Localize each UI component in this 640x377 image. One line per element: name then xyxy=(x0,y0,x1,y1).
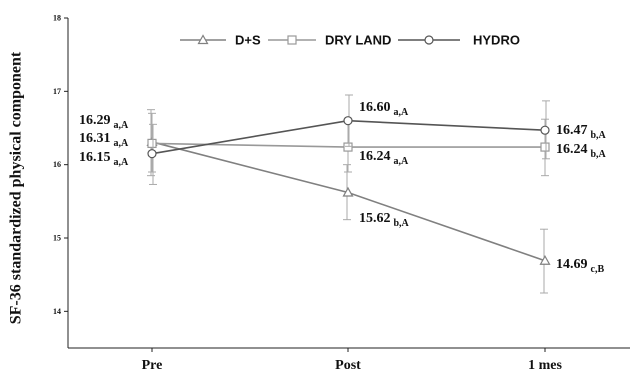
data-point xyxy=(540,125,550,135)
data-label-value: 16.29 xyxy=(79,113,111,128)
data-label-letters: a,A xyxy=(114,120,130,131)
x-tick-label: 1 mes xyxy=(528,358,562,373)
data-point xyxy=(343,142,353,152)
y-tick-label: 16 xyxy=(53,160,61,169)
data-label-letters: a,A xyxy=(394,156,410,167)
x-tick-label: Pre xyxy=(142,358,163,373)
legend-label: HYDRO xyxy=(473,33,520,48)
data-label-letters: b,A xyxy=(591,149,607,160)
data-point xyxy=(147,138,157,148)
data-point xyxy=(343,116,353,126)
data-label-value: 16.60 xyxy=(359,100,391,115)
data-point xyxy=(539,255,551,265)
legend-label: DRY LAND xyxy=(325,33,391,48)
data-label-value: 16.24 xyxy=(556,142,588,157)
y-tick-label: 15 xyxy=(53,234,61,243)
data-label-value: 16.47 xyxy=(556,123,588,138)
y-tick-label: 18 xyxy=(53,14,61,23)
legend-marker-square xyxy=(287,35,297,45)
data-label-letters: a,A xyxy=(114,157,130,168)
data-label: 16.29 a,A xyxy=(79,113,129,131)
data-label-value: 16.24 xyxy=(359,149,391,164)
data-label: 16.24 a,A xyxy=(359,149,409,167)
legend-marker-circle xyxy=(424,35,434,45)
legend-marker-triangle xyxy=(197,34,209,45)
data-point xyxy=(147,149,157,159)
data-label-value: 15.62 xyxy=(359,211,391,226)
y-axis-label: SF-36 standardized physical component xyxy=(8,51,25,324)
x-tick-label: Post xyxy=(335,358,361,373)
data-point xyxy=(540,142,550,152)
data-label-value: 16.31 xyxy=(79,131,111,146)
data-label: 16.47 b,A xyxy=(556,123,607,141)
data-label: 16.31 a,A xyxy=(79,131,129,149)
data-label-value: 14.69 xyxy=(556,257,588,272)
data-label-letters: a,A xyxy=(114,138,130,149)
data-point xyxy=(342,186,354,197)
data-label-letters: b,A xyxy=(394,218,410,229)
y-tick-label: 17 xyxy=(53,87,61,96)
legend-label: D+S xyxy=(235,33,261,48)
y-tick-label: 14 xyxy=(53,307,61,316)
data-label-letters: a,A xyxy=(394,107,410,118)
data-label: 14.69 c,B xyxy=(556,257,604,275)
data-label-value: 16.15 xyxy=(79,150,111,165)
data-label: 16.15 a,A xyxy=(79,150,129,168)
data-label: 16.24 b,A xyxy=(556,142,607,160)
series-circle xyxy=(147,94,550,185)
data-label-letters: c,B xyxy=(591,264,605,275)
data-label: 16.60 a,A xyxy=(359,100,409,118)
data-label: 15.62 b,A xyxy=(359,211,410,229)
data-label-letters: b,A xyxy=(591,130,607,141)
